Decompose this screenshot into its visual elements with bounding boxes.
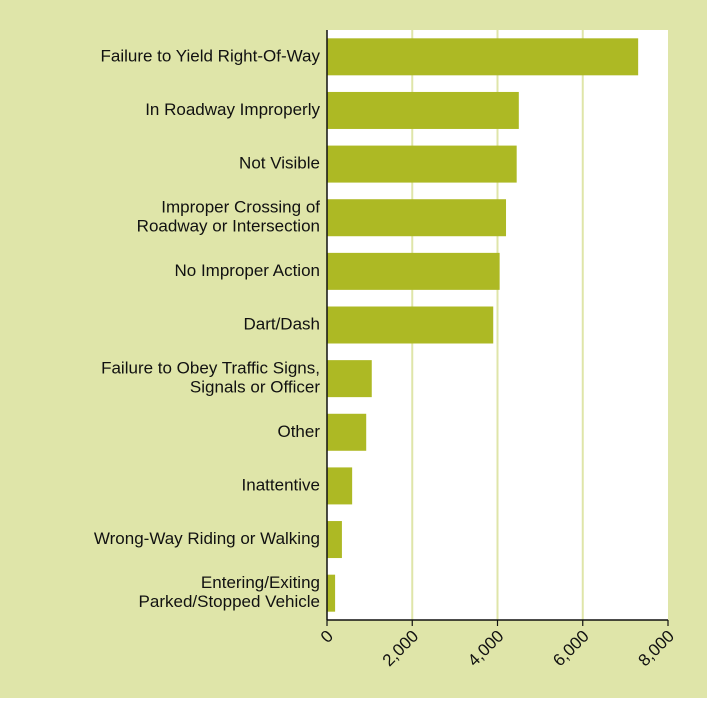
bar [327, 252, 500, 290]
bar [327, 467, 353, 505]
bar [327, 199, 507, 237]
bar [327, 145, 517, 183]
bar [327, 38, 639, 76]
bar [327, 306, 494, 344]
bar [327, 574, 336, 612]
y-tick-label: Other [277, 422, 320, 441]
bar [327, 413, 367, 451]
y-tick-label: Dart/Dash [243, 314, 320, 333]
y-tick-label: Not Visible [239, 154, 320, 173]
bar [327, 521, 342, 559]
bar [327, 360, 372, 398]
y-tick-label: Inattentive [242, 475, 320, 494]
y-tick-label: In Roadway Improperly [145, 100, 320, 119]
y-tick-label: Failure to Yield Right-Of-Way [101, 46, 321, 65]
y-tick-label: Signals or Officer [190, 378, 320, 397]
y-tick-label: Failure to Obey Traffic Signs, [101, 359, 320, 378]
y-tick-label: Wrong-Way Riding or Walking [94, 529, 320, 548]
y-tick-label: Entering/Exiting [201, 573, 320, 592]
y-tick-label: Improper Crossing of [161, 198, 320, 217]
y-tick-label: Parked/Stopped Vehicle [139, 592, 320, 611]
bar [327, 91, 519, 129]
y-tick-label: Roadway or Intersection [137, 217, 320, 236]
y-tick-label: No Improper Action [174, 261, 320, 280]
